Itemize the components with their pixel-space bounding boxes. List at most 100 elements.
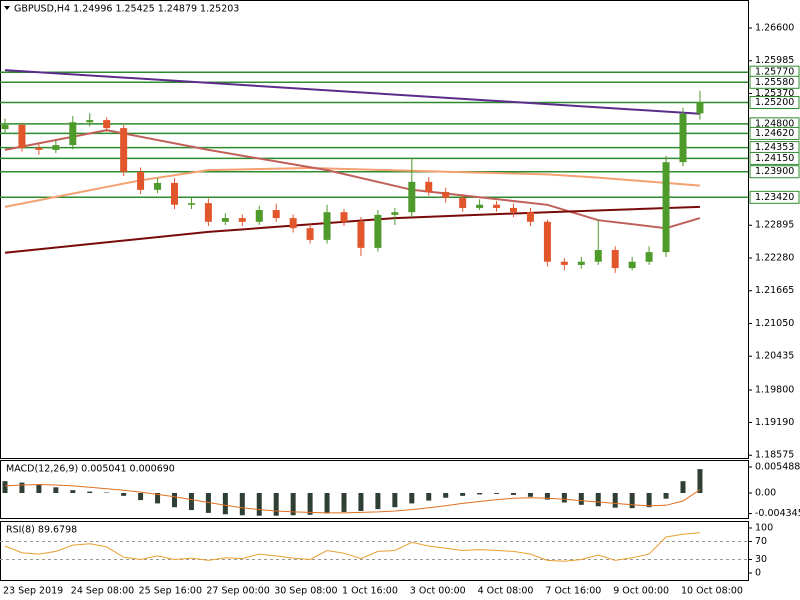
candle-body [103, 120, 111, 129]
macd-bar [172, 493, 177, 508]
main-panel-frame [0, 0, 749, 459]
level-label: 1.25580 [755, 77, 794, 88]
macd-bar [494, 493, 500, 494]
level-label: 1.23420 [755, 192, 794, 203]
rsi-title: RSI(8) 89.6798 [6, 525, 77, 536]
candle-body [594, 250, 602, 262]
candle-body [35, 147, 43, 150]
candle-body [476, 204, 484, 208]
macd-bar [477, 493, 483, 495]
candle-body [154, 182, 162, 190]
macd-bar [697, 469, 703, 494]
macd-bar [612, 493, 618, 508]
macd-bar [239, 493, 245, 516]
macd-bar [646, 493, 652, 508]
y-tick-label: 1.19800 [755, 385, 794, 396]
y-tick-label: 0 [755, 567, 761, 578]
candle-body [137, 171, 145, 190]
macd-bar [307, 493, 313, 515]
level-label-box [749, 126, 800, 140]
candle-body [526, 212, 534, 222]
chart-title: GBPUSD,H4 1.24996 1.25425 1.24879 1.2520… [14, 4, 239, 15]
candle-body [442, 191, 450, 198]
candle-body [408, 181, 416, 213]
macd-bar [527, 493, 533, 497]
macd-bar [511, 493, 516, 495]
candle-body [221, 218, 229, 222]
level-label-box [749, 75, 800, 89]
macd-bar [561, 493, 567, 503]
candle-body [238, 218, 246, 222]
macd-bar [443, 493, 449, 498]
candle-body [272, 210, 280, 219]
candle-body [577, 261, 585, 265]
macd-bar [392, 493, 398, 508]
rsi-line [4, 532, 700, 562]
level-label: 1.24800 [755, 118, 794, 129]
macd-bar [2, 481, 8, 494]
level-label-box [749, 165, 800, 179]
candle-body [204, 203, 212, 222]
moving-line [4, 69, 700, 115]
x-tick-label: 7 Oct 16:00 [545, 586, 601, 597]
y-tick-label: 1.20435 [755, 351, 794, 362]
y-tick-label: 1.25985 [755, 55, 794, 66]
candle-body [662, 162, 670, 253]
candle-body [86, 120, 94, 123]
macd-bar [375, 493, 381, 510]
candle-body [120, 128, 128, 172]
y-tick-label: 1.21050 [755, 318, 794, 329]
y-tick-label: 1.22280 [755, 252, 794, 263]
macd-bar [87, 491, 93, 494]
macd-bar [70, 490, 76, 494]
macd-bar [324, 493, 330, 514]
y-tick-label: 1.22895 [755, 220, 794, 231]
candle-body [645, 252, 653, 262]
macd-title: MACD(12,26,9) 0.005041 0.000690 [6, 464, 175, 475]
level-label-box [749, 190, 800, 204]
candle-body [459, 197, 467, 208]
moving-line [4, 166, 700, 208]
macd-bar [222, 493, 228, 515]
candle-body [560, 261, 568, 265]
macd-bar [663, 493, 669, 499]
macd-bar [680, 481, 686, 494]
level-label: 1.24620 [755, 128, 794, 139]
x-tick-label: 24 Sep 08:00 [71, 586, 134, 597]
candle-body [679, 113, 687, 163]
y-tick-label: 0.005488 [755, 462, 800, 473]
level-label: 1.24353 [755, 142, 794, 153]
level-label-box [749, 151, 800, 165]
candle-body [611, 250, 619, 269]
macd-bar [104, 492, 110, 494]
level-label: 1.24150 [755, 153, 794, 164]
macd-bar [188, 493, 194, 511]
macd-bar [578, 493, 584, 505]
candle-body [510, 207, 517, 213]
macd-bar [595, 493, 601, 507]
macd-bar [121, 493, 127, 496]
y-tick-label: 1.18575 [755, 450, 794, 461]
signal-line [4, 483, 701, 514]
candle-body [696, 102, 704, 114]
macd-bar [409, 493, 415, 504]
candle-body [391, 212, 399, 215]
x-tick-label: 23 Sep 2019 [3, 586, 63, 597]
candle-body [69, 122, 77, 146]
rsi-panel-frame [0, 521, 749, 581]
y-tick-label: 30 [755, 554, 767, 565]
x-tick-label: 30 Sep 08:00 [274, 586, 337, 597]
y-tick-label: 1.26600 [755, 23, 794, 34]
candle-body [425, 181, 433, 192]
x-tick-label: 25 Sep 16:00 [139, 586, 202, 597]
macd-bar [36, 484, 42, 494]
candle-body [306, 228, 314, 240]
candle-body [374, 214, 382, 248]
macd-bar [426, 493, 432, 501]
level-label: 1.25200 [755, 97, 794, 108]
y-tick-label: 70 [755, 536, 767, 547]
candle-body [543, 221, 551, 262]
y-tick-label: -0.004345 [755, 508, 800, 519]
